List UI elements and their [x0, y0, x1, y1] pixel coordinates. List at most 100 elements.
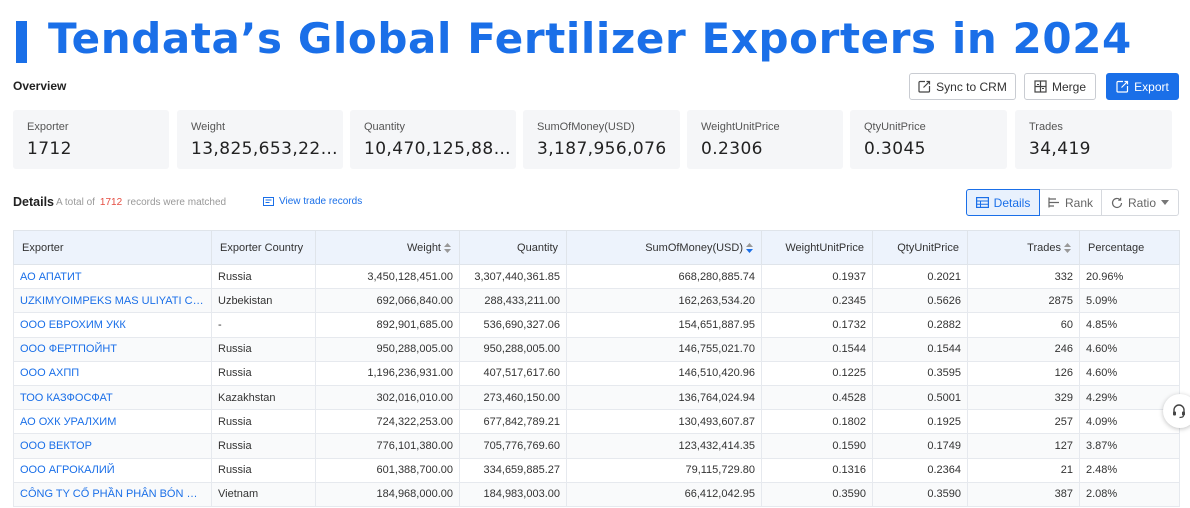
- cell-qty-unit-price: 0.2882: [872, 312, 968, 338]
- col-header-percentage[interactable]: Percentage: [1079, 230, 1180, 265]
- view-trade-records-link[interactable]: View trade records: [263, 196, 362, 207]
- stat-value: 1712: [27, 139, 72, 159]
- stat-card-trades: Trades 34,419: [1015, 110, 1172, 169]
- table-row[interactable]: АО ОХК УРАЛХИМ Russia 724,322,253.00 677,84…: [13, 409, 1180, 435]
- cell-qty-unit-price: 0.1749: [872, 433, 968, 459]
- col-header-label: Weight: [406, 241, 441, 254]
- cell-exporter[interactable]: ООО ВЕКТОР: [13, 433, 212, 459]
- stat-card-sum-of-money: SumOfMoney(USD) 3,187,956,076: [523, 110, 680, 169]
- col-header-label: Exporter Country: [220, 241, 304, 254]
- table-row[interactable]: ООО ВЕКТОР Russia 776,101,380.00 705,776,76…: [13, 433, 1180, 459]
- sync-to-crm-button[interactable]: Sync to CRM: [909, 73, 1016, 100]
- cell-exporter-country: Russia: [211, 360, 316, 386]
- cell-qty-unit-price: 0.3590: [872, 481, 968, 507]
- cell-weight: 950,288,005.00: [315, 336, 460, 362]
- exporters-table: Exporter Exporter Country Weight Quantit…: [13, 230, 1180, 507]
- rank-view-button[interactable]: Rank: [1039, 189, 1102, 216]
- table-row[interactable]: ТОО КАЗФОСФАТ Kazakhstan 302,016,010.00 273…: [13, 384, 1180, 411]
- bar-rank-icon: [1048, 197, 1059, 208]
- customer-support-button[interactable]: [1163, 394, 1190, 428]
- cell-exporter[interactable]: ТОО КАЗФОСФАТ: [13, 384, 212, 411]
- stat-label: Trades: [1029, 121, 1063, 133]
- table-row[interactable]: АО АПАТИТ Russia 3,450,128,451.00 3,307,440…: [13, 263, 1180, 290]
- cell-weight: 302,016,010.00: [315, 384, 460, 411]
- col-header-label: Percentage: [1088, 241, 1145, 254]
- stat-value: 3,187,956,076: [537, 139, 667, 159]
- cell-weight: 184,968,000.00: [315, 481, 460, 507]
- col-header-qty-unit-price[interactable]: QtyUnitPrice: [872, 230, 968, 265]
- cell-qty-unit-price: 0.5626: [872, 288, 968, 314]
- cell-percentage: 20.96%: [1079, 263, 1180, 290]
- col-header-weight[interactable]: Weight: [315, 230, 460, 265]
- cell-weight-unit-price: 0.1590: [761, 433, 873, 459]
- details-view-button[interactable]: Details: [966, 189, 1040, 216]
- cell-sum-of-money: 123,432,414.35: [566, 433, 762, 459]
- cell-exporter-country: Russia: [211, 433, 316, 459]
- cell-weight-unit-price: 0.1937: [761, 263, 873, 290]
- cell-weight-unit-price: 0.1732: [761, 312, 873, 338]
- cell-weight: 776,101,380.00: [315, 433, 460, 459]
- stat-label: WeightUnitPrice: [701, 121, 780, 133]
- table-row[interactable]: ООО ФЕРТПОЙНТ Russia 950,288,005.00 950,288…: [13, 336, 1180, 362]
- cell-trades: 21: [967, 457, 1080, 483]
- cell-trades: 332: [967, 263, 1080, 290]
- table-header-row: Exporter Exporter Country Weight Quantit…: [13, 230, 1180, 265]
- cell-exporter[interactable]: ООО АХПП: [13, 360, 212, 386]
- stat-card-weight: Weight 13,825,653,227....: [177, 110, 343, 169]
- cell-weight: 1,196,236,931.00: [315, 360, 460, 386]
- cell-quantity: 950,288,005.00: [459, 336, 567, 362]
- table-row[interactable]: ООО АГРОКАЛИЙ Russia 601,388,700.00 334,659…: [13, 457, 1180, 483]
- col-header-trades[interactable]: Trades: [967, 230, 1080, 265]
- page-title: Tendata’s Global Fertilizer Exporters in…: [48, 14, 1132, 63]
- cell-exporter[interactable]: АО ОХК УРАЛХИМ: [13, 409, 212, 435]
- cell-exporter[interactable]: CÔNG TY CỔ PHẦN PHÂN BÓN DẦU KHÍ: [13, 481, 212, 507]
- total-suffix: records were matched: [127, 197, 227, 208]
- cell-exporter[interactable]: ООО АГРОКАЛИЙ: [13, 457, 212, 483]
- stat-value: 34,419: [1029, 139, 1091, 159]
- ratio-view-label: Ratio: [1127, 195, 1156, 210]
- stat-value: 0.2306: [701, 139, 763, 159]
- cell-trades: 329: [967, 384, 1080, 411]
- cell-quantity: 705,776,769.60: [459, 433, 567, 459]
- col-header-quantity[interactable]: Quantity: [459, 230, 567, 265]
- cell-percentage: 4.60%: [1079, 360, 1180, 386]
- cell-exporter[interactable]: UZKIMYOIMPEKS MAS ULIYATI CHEKLANGAN JAM…: [13, 288, 212, 314]
- cell-exporter[interactable]: АО АПАТИТ: [13, 263, 212, 290]
- cell-quantity: 273,460,150.00: [459, 384, 567, 411]
- cell-qty-unit-price: 0.1925: [872, 409, 968, 435]
- export-button[interactable]: Export: [1106, 73, 1179, 100]
- cell-percentage: 3.87%: [1079, 433, 1180, 459]
- col-header-exporter-country[interactable]: Exporter Country: [211, 230, 316, 265]
- table-row[interactable]: ООО АХПП Russia 1,196,236,931.00 407,517,61…: [13, 360, 1180, 386]
- col-header-weight-unit-price[interactable]: WeightUnitPrice: [761, 230, 873, 265]
- merge-label: Merge: [1051, 79, 1086, 94]
- table-row[interactable]: UZKIMYOIMPEKS MAS ULIYATI CHEKLANGAN JAM…: [13, 288, 1180, 314]
- sort-arrows-icon[interactable]: [1064, 242, 1071, 253]
- ratio-view-dropdown[interactable]: Ratio: [1101, 189, 1179, 216]
- cell-qty-unit-price: 0.3595: [872, 360, 968, 386]
- cell-exporter[interactable]: ООО ФЕРТПОЙНТ: [13, 336, 212, 362]
- cell-exporter[interactable]: ООО ЕВРОХИМ УКК: [13, 312, 212, 338]
- cell-quantity: 536,690,327.06: [459, 312, 567, 338]
- col-header-label: Trades: [1027, 241, 1061, 254]
- sort-arrows-icon[interactable]: [444, 242, 451, 253]
- col-header-exporter[interactable]: Exporter: [13, 230, 212, 265]
- col-header-sum-of-money[interactable]: SumOfMoney(USD): [566, 230, 762, 265]
- sort-arrows-icon[interactable]: [746, 242, 753, 253]
- refresh-icon: [1111, 197, 1123, 208]
- table-row[interactable]: CÔNG TY CỔ PHẦN PHÂN BÓN DẦU KHÍ Vietnam 1…: [13, 481, 1180, 507]
- col-header-label: Exporter: [22, 241, 64, 254]
- cell-sum-of-money: 162,263,534.20: [566, 288, 762, 314]
- col-header-label: Quantity: [517, 241, 558, 254]
- rank-view-label: Rank: [1064, 195, 1093, 210]
- cell-weight-unit-price: 0.3590: [761, 481, 873, 507]
- cell-sum-of-money: 146,510,420.96: [566, 360, 762, 386]
- table-row[interactable]: ООО ЕВРОХИМ УКК -892,901,685.00 536,690,32…: [13, 312, 1180, 338]
- headset-icon: [1173, 404, 1185, 419]
- stat-card-weight-unit-price: WeightUnitPrice 0.2306: [687, 110, 843, 169]
- cell-qty-unit-price: 0.2364: [872, 457, 968, 483]
- cell-percentage: 4.60%: [1079, 336, 1180, 362]
- cell-quantity: 334,659,885.27: [459, 457, 567, 483]
- cell-exporter-country: Russia: [211, 409, 316, 435]
- merge-button[interactable]: Merge: [1024, 73, 1096, 100]
